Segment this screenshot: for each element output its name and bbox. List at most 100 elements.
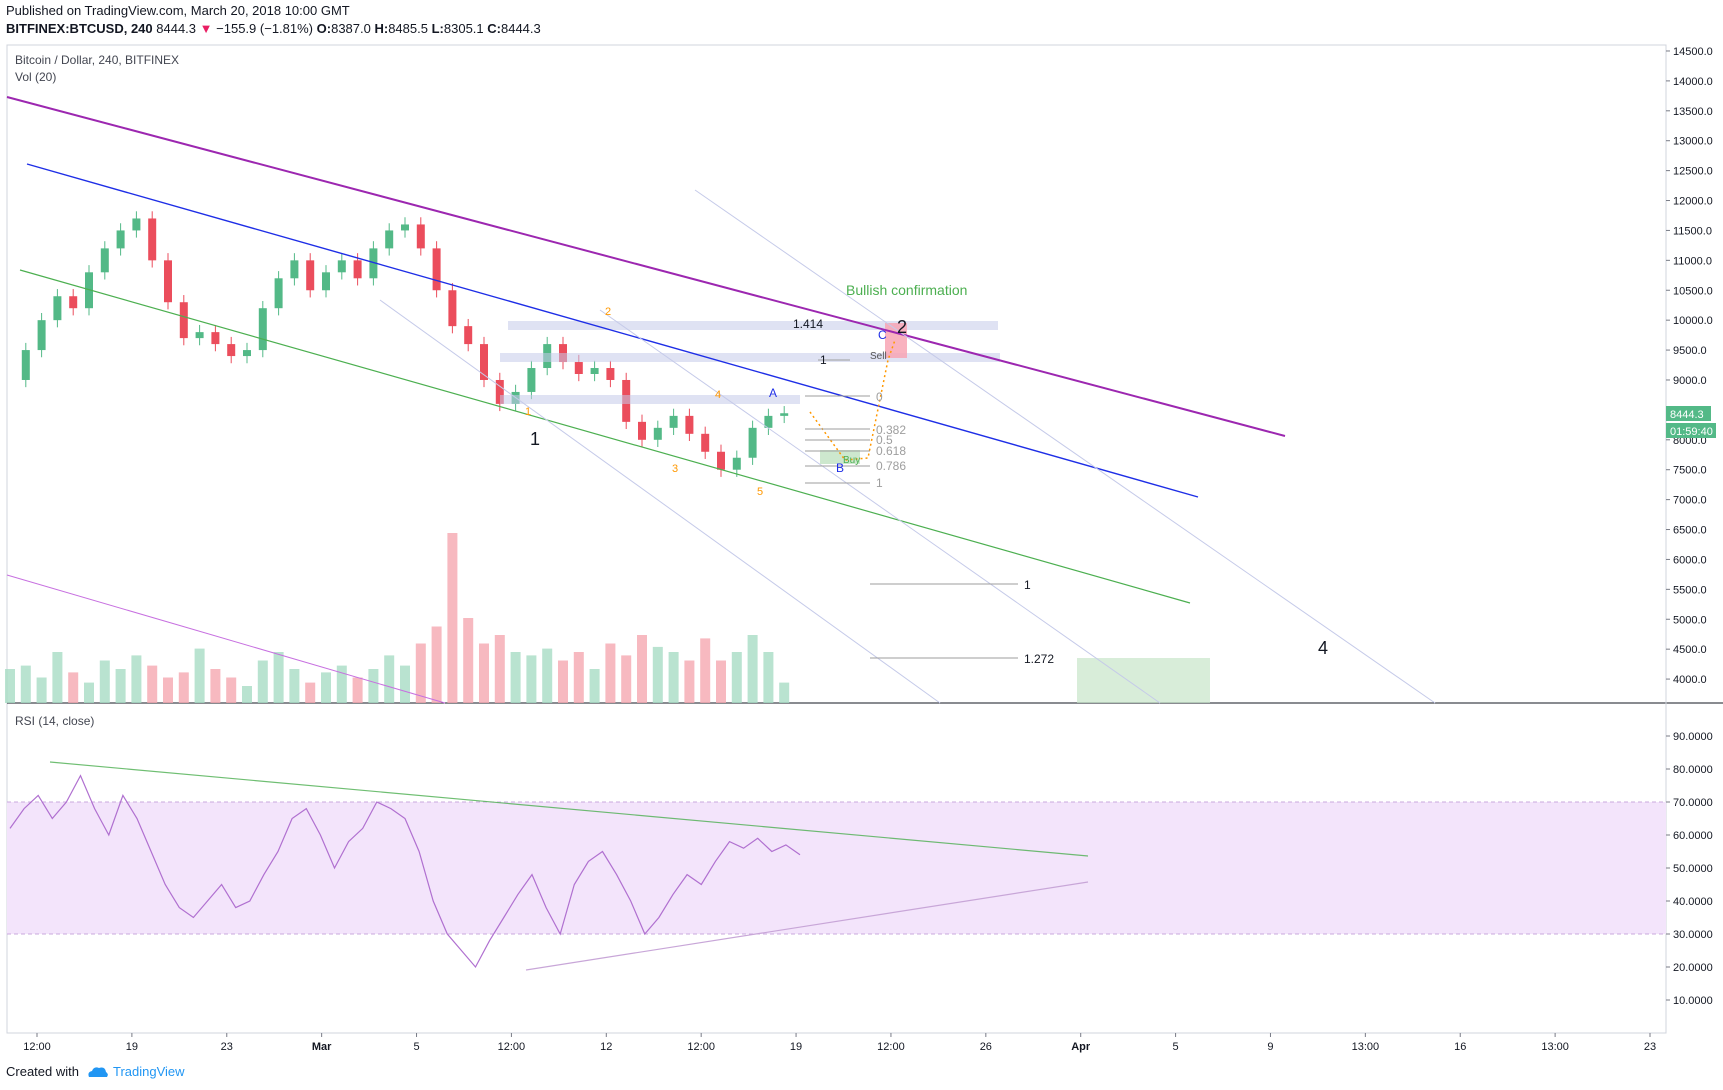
time-tick-label: 12:00 — [687, 1041, 715, 1053]
volume-bar — [731, 652, 742, 703]
low-value: 8305.1 — [443, 21, 484, 36]
volume-bar — [447, 533, 458, 703]
time-tick-label: 23 — [221, 1041, 233, 1053]
price-tick-label: 7000.0 — [1673, 495, 1707, 507]
price-tick-label: 11000.0 — [1673, 255, 1712, 267]
main-legend[interactable]: Bitcoin / Dollar, 240, BITFINEX — [15, 53, 179, 67]
candle — [243, 350, 251, 357]
fib-label: 0.786 — [876, 459, 906, 473]
price-tick-label: 5000.0 — [1673, 614, 1707, 626]
candle — [306, 260, 315, 291]
cloud-icon — [88, 1066, 108, 1077]
countdown-tag — [1666, 423, 1716, 438]
candle — [148, 218, 157, 261]
candle — [164, 260, 172, 303]
volume-bar — [210, 669, 221, 703]
volume-bar — [621, 655, 632, 703]
candle — [37, 320, 46, 351]
volume-bar — [84, 682, 94, 703]
published-line: Published on TradingView.com, March 20, … — [6, 3, 350, 18]
volume-bar — [336, 665, 347, 703]
volume-bar — [5, 669, 15, 703]
price-tick-label: 10500.0 — [1673, 285, 1713, 297]
wave-label: 2 — [605, 306, 611, 318]
tradingview-logo[interactable]: TradingView — [87, 1064, 185, 1079]
volume-bar — [147, 665, 158, 703]
rsi-legend[interactable]: RSI (14, close) — [15, 714, 94, 728]
blue-trendline[interactable] — [26, 163, 1199, 498]
close-value: 8444.3 — [500, 21, 541, 36]
fib-label: 0.5 — [876, 433, 893, 447]
time-tick-label: 12:00 — [23, 1041, 51, 1053]
price-tick-label: 9000.0 — [1673, 375, 1707, 387]
candle — [353, 260, 362, 279]
volume-legend[interactable]: Vol (20) — [15, 70, 56, 84]
volume-bar — [605, 643, 616, 703]
volume-bar — [431, 626, 442, 703]
rsi-tick-label: 50.0000 — [1673, 863, 1713, 875]
candle — [653, 427, 662, 440]
volume-bar — [716, 660, 726, 703]
candle — [764, 415, 773, 428]
volume-bar — [115, 669, 126, 703]
price-axis[interactable]: 14500.0 14000.0 13500.0 13000.0 12500.0 12000… — [1666, 46, 1713, 686]
rsi-tick-label: 80.0000 — [1673, 764, 1713, 776]
candle — [448, 290, 457, 327]
time-axis[interactable]: 12:00 19 23 Mar 5 12:00 12 12:00 19 12:00 26 Apr 5 9 1… — [7, 1032, 1666, 1053]
footer-created: Created with — [6, 1064, 79, 1079]
fib-label: 1.414 — [793, 317, 823, 331]
volume-bar — [52, 652, 63, 703]
time-tick-label: 19 — [126, 1041, 138, 1053]
candle — [290, 260, 299, 279]
candle — [385, 230, 394, 249]
candle — [227, 344, 236, 357]
volume-bar — [131, 655, 142, 703]
candle — [638, 421, 646, 440]
fib-label: 1 — [1024, 578, 1031, 592]
price-tick-label: 5500.0 — [1673, 584, 1707, 596]
price-tick-label: 14000.0 — [1673, 76, 1713, 88]
rsi-line — [9, 774, 801, 969]
volume-bar — [415, 643, 426, 703]
rsi-tick-label: 70.0000 — [1673, 797, 1713, 809]
channel-line-lower[interactable] — [379, 299, 941, 704]
symbol-label[interactable]: BITFINEX:BTCUSD, 240 — [6, 21, 153, 36]
time-tick-label: 5 — [1173, 1041, 1179, 1053]
candle — [337, 260, 346, 273]
rsi-axis[interactable]: 90.0000 80.0000 70.0000 60.0000 50.0000 40.00… — [1666, 731, 1713, 1007]
rsi-upper-trendline[interactable] — [49, 761, 1089, 857]
volume-bar — [573, 652, 584, 703]
price-tick-label: 14500.0 — [1673, 46, 1713, 58]
rsi-tick-label: 30.0000 — [1673, 929, 1713, 941]
green-trendline[interactable] — [19, 269, 1191, 604]
purple-trendline[interactable] — [6, 96, 1286, 437]
time-tick-label: 19 — [790, 1041, 802, 1053]
candle — [717, 451, 725, 470]
target-zone — [1077, 658, 1210, 703]
time-tick-label: 13:00 — [1352, 1041, 1380, 1053]
volume-bar — [494, 635, 505, 703]
countdown-tag-text: 01:59:40 — [1670, 426, 1713, 438]
volume-bar — [542, 648, 553, 703]
fib-lines — [805, 359, 1018, 659]
fib-label: 1 — [876, 476, 883, 490]
price-tick-label: 10000.0 — [1673, 315, 1713, 327]
brand-text: TradingView — [112, 1064, 185, 1079]
channel-line-upper[interactable] — [694, 189, 1436, 704]
volume-pink-trendline[interactable] — [6, 574, 446, 704]
candle — [179, 302, 188, 339]
price-tick-label: 12500.0 — [1673, 166, 1713, 178]
candle — [21, 350, 30, 380]
volume-bar — [257, 660, 268, 703]
price-tick-label: 6000.0 — [1673, 554, 1707, 566]
channel-line-mid[interactable] — [599, 309, 1161, 704]
volume-bar — [163, 677, 173, 703]
volume-bar — [36, 677, 47, 703]
rsi-lower-trendline[interactable] — [525, 881, 1089, 971]
volume-bar — [652, 646, 663, 703]
resistance-zone — [500, 395, 800, 404]
candle — [780, 413, 789, 416]
time-tick-label: 26 — [980, 1041, 992, 1053]
volume-bar — [321, 672, 331, 703]
